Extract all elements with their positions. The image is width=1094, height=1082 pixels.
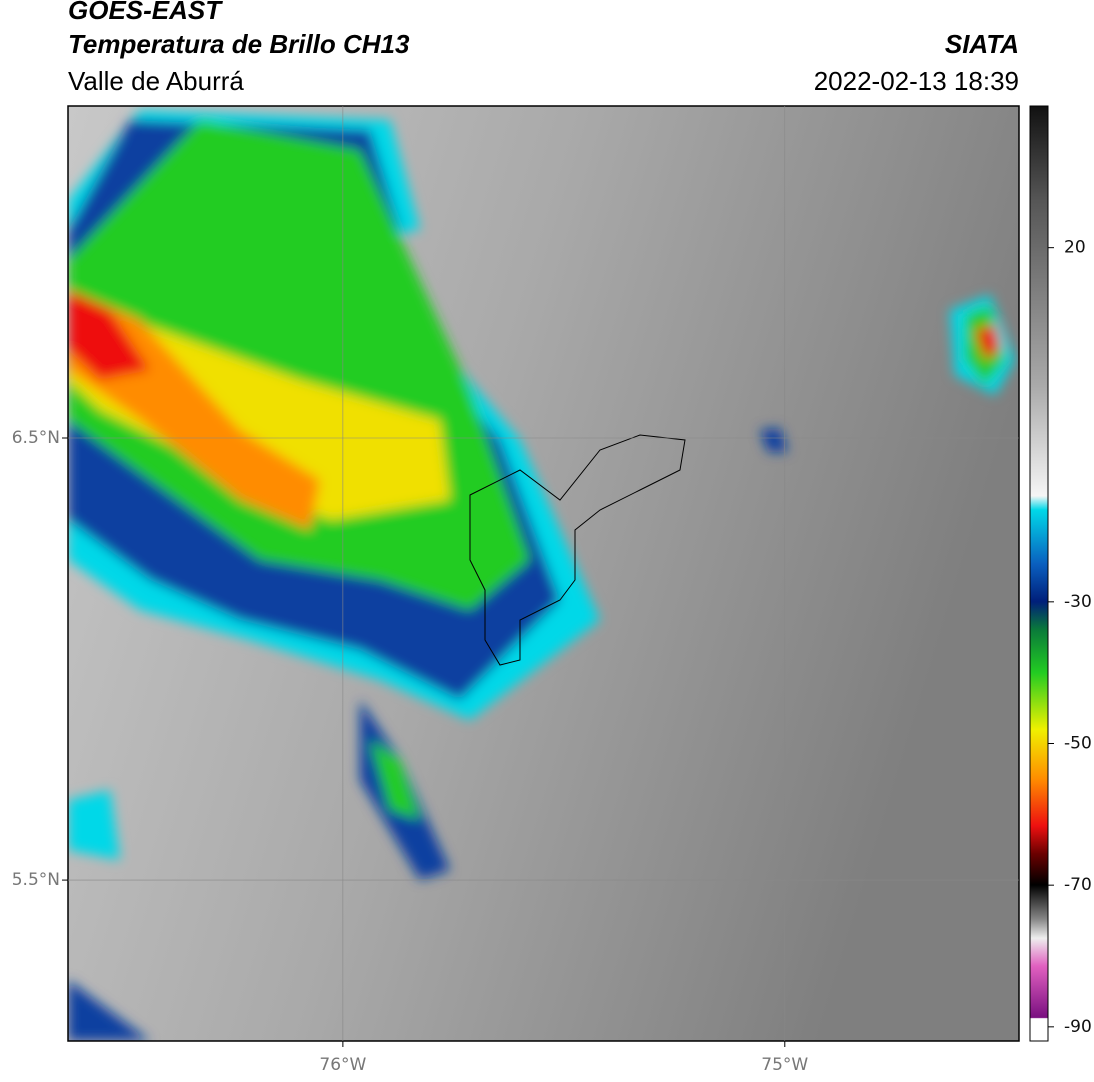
region: Valle de Aburrá bbox=[68, 66, 244, 96]
colorbar bbox=[1029, 105, 1049, 1042]
datetime: 2022-02-13 18:39 bbox=[814, 66, 1019, 96]
subtitle: Temperatura de Brillo CH13 bbox=[68, 29, 410, 59]
y-tick-label: 5.5°N bbox=[12, 870, 60, 890]
municipal-boundaries bbox=[469, 434, 686, 666]
title: GOES-EAST bbox=[68, 0, 223, 25]
x-tick-label: 75°W bbox=[761, 1055, 808, 1075]
x-tick-label: 76°W bbox=[319, 1055, 366, 1075]
y-tick-label: 6.5°N bbox=[12, 428, 60, 448]
source: SIATA bbox=[945, 29, 1019, 59]
map-frame bbox=[67, 105, 1020, 1042]
imagery bbox=[68, 106, 1019, 1041]
clouds bbox=[68, 110, 1015, 1041]
colorbar-tick-label: -70 bbox=[1064, 875, 1092, 895]
colorbar-tick-label: 20 bbox=[1064, 238, 1086, 258]
colorbar-tick-label: -50 bbox=[1064, 734, 1092, 754]
colorbar-tick-label: -30 bbox=[1064, 592, 1092, 612]
colorbar-tick-label: -90 bbox=[1064, 1017, 1092, 1037]
